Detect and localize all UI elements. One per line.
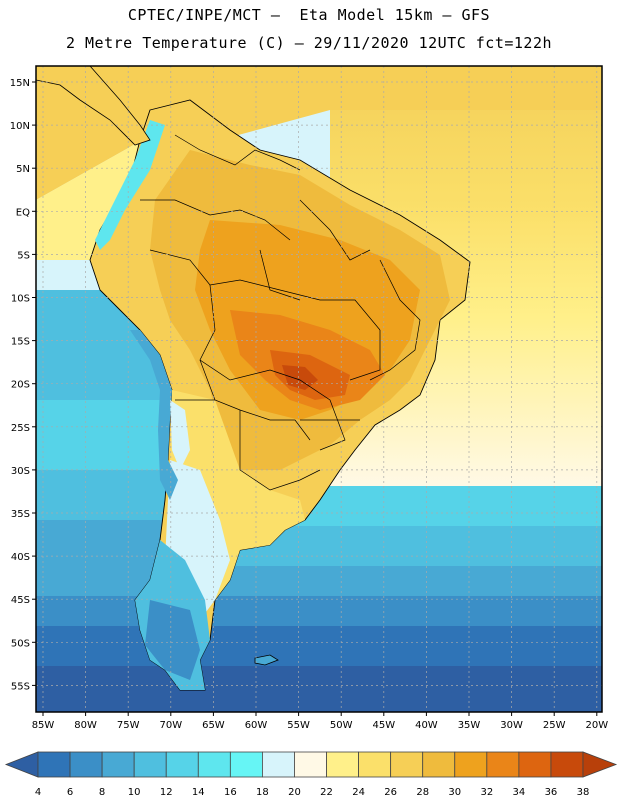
lon-label: 25W bbox=[543, 720, 566, 731]
colorbar-swatch bbox=[229, 751, 263, 778]
lon-label: 65W bbox=[202, 720, 225, 731]
colorbar-swatch bbox=[486, 751, 520, 778]
colorbar-swatch bbox=[582, 751, 618, 778]
lon-label: 70W bbox=[159, 720, 182, 731]
chart-subtitle: 2 Metre Temperature (C) – 29/11/2020 12U… bbox=[65, 34, 553, 52]
colorbar-swatch bbox=[390, 751, 424, 778]
colorbar-swatch bbox=[294, 751, 327, 778]
lon-label: 50W bbox=[330, 720, 353, 731]
colorbar-label: 30 bbox=[448, 787, 461, 798]
lon-label: 20W bbox=[585, 720, 608, 731]
lat-label: 55S bbox=[11, 681, 30, 692]
colorbar-swatch bbox=[165, 751, 199, 778]
colorbar-label: 18 bbox=[256, 787, 269, 798]
map-field bbox=[36, 66, 602, 712]
colorbar-swatch bbox=[133, 751, 167, 778]
colorbar-label: 24 bbox=[352, 787, 365, 798]
lon-label: 45W bbox=[372, 720, 395, 731]
lon-label: 30W bbox=[500, 720, 523, 731]
colorbar-swatch bbox=[101, 751, 135, 778]
lat-label: 15S bbox=[11, 337, 30, 348]
colorbar-label: 20 bbox=[288, 787, 301, 798]
chart-title: CPTEC/INPE/MCT – Eta Model 15km – GFS bbox=[127, 6, 491, 24]
colorbar-swatch bbox=[422, 751, 456, 778]
colorbar-label: 10 bbox=[128, 787, 141, 798]
lon-label: 35W bbox=[458, 720, 481, 731]
map-frame bbox=[35, 65, 603, 713]
colorbar-label: 36 bbox=[545, 787, 558, 798]
colorbar-label: 8 bbox=[99, 787, 105, 798]
lat-label: 5N bbox=[16, 164, 30, 175]
colorbar-swatch bbox=[4, 751, 39, 778]
lon-label: 80W bbox=[74, 720, 97, 731]
lat-label: 10N bbox=[10, 121, 30, 132]
lon-label: 75W bbox=[117, 720, 140, 731]
colorbar-label: 28 bbox=[416, 787, 429, 798]
lat-label: 40S bbox=[11, 552, 30, 563]
colorbar-label: 26 bbox=[384, 787, 397, 798]
colorbar bbox=[4, 751, 618, 778]
colorbar-swatch bbox=[326, 751, 359, 778]
colorbar-swatch bbox=[197, 751, 231, 778]
lat-label: 10S bbox=[11, 294, 30, 305]
lat-label: 15N bbox=[10, 78, 30, 89]
lat-label: EQ bbox=[16, 207, 30, 218]
colorbar-swatch bbox=[454, 751, 488, 778]
lon-label: 85W bbox=[32, 720, 55, 731]
colorbar-swatch bbox=[262, 751, 295, 778]
lat-label: 20S bbox=[11, 380, 30, 391]
colorbar-label: 4 bbox=[35, 787, 41, 798]
colorbar-swatch bbox=[69, 751, 103, 778]
colorbar-label: 32 bbox=[480, 787, 493, 798]
lat-label: 25S bbox=[11, 423, 30, 434]
colorbar-label: 12 bbox=[160, 787, 173, 798]
colorbar-label: 22 bbox=[320, 787, 333, 798]
colorbar-label: 16 bbox=[224, 787, 237, 798]
colorbar-swatch bbox=[358, 751, 392, 778]
lat-label: 35S bbox=[11, 509, 30, 520]
lat-label: 30S bbox=[11, 466, 30, 477]
colorbar-label: 38 bbox=[577, 787, 590, 798]
colorbar-label: 14 bbox=[192, 787, 205, 798]
colorbar-label: 34 bbox=[513, 787, 526, 798]
lat-label: 5S bbox=[17, 250, 30, 261]
lat-label: 50S bbox=[11, 638, 30, 649]
lon-label: 55W bbox=[287, 720, 310, 731]
lon-label: 60W bbox=[245, 720, 268, 731]
lon-label: 40W bbox=[415, 720, 438, 731]
colorbar-label: 6 bbox=[67, 787, 73, 798]
lat-label: 45S bbox=[11, 595, 30, 606]
colorbar-swatch bbox=[550, 751, 584, 778]
colorbar-swatch bbox=[37, 751, 71, 778]
colorbar-swatch bbox=[518, 751, 552, 778]
